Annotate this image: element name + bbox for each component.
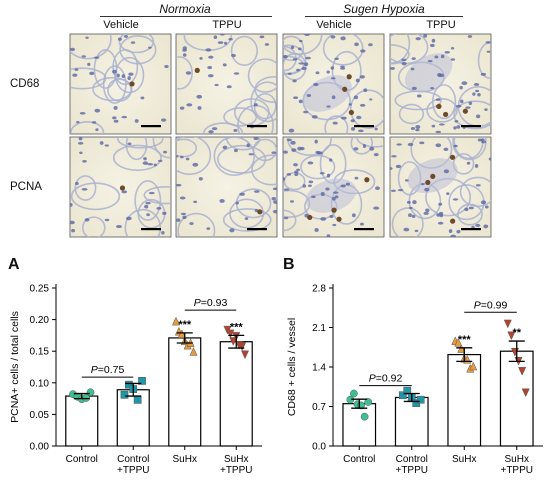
data-point xyxy=(86,388,95,397)
data-point xyxy=(503,319,512,329)
data-point xyxy=(360,412,369,421)
micrograph-cd68-0 xyxy=(69,33,172,135)
data-point xyxy=(469,361,478,371)
panel-label-a: A xyxy=(8,256,20,273)
comparison-p-value: P=0.92 xyxy=(369,373,403,385)
micrograph-cd68-1 xyxy=(175,33,278,135)
bar xyxy=(168,337,202,447)
bar xyxy=(342,403,377,447)
data-point xyxy=(133,396,142,404)
data-point xyxy=(241,350,250,360)
significance-stars: *** xyxy=(230,321,244,333)
bar xyxy=(65,395,99,447)
data-point xyxy=(507,331,516,341)
data-point xyxy=(171,316,180,326)
error-bar xyxy=(351,398,368,409)
condition-underline-normoxia xyxy=(100,16,272,17)
data-point xyxy=(125,380,133,389)
y-tick-label: 0.00 xyxy=(30,442,50,453)
y-tick-label: 0.20 xyxy=(30,315,50,326)
significance-stars: *** xyxy=(178,319,192,331)
data-point xyxy=(518,367,527,376)
x-tick-label: +TPPU xyxy=(220,465,253,476)
condition-normoxia: Normoxia xyxy=(159,2,211,16)
data-point xyxy=(416,395,425,404)
condition-sugen-hypoxia: Sugen Hypoxia xyxy=(343,2,425,16)
x-tick-label: Control xyxy=(66,454,98,465)
error-bar xyxy=(176,332,193,344)
data-point xyxy=(521,388,530,398)
x-tick-label: Control xyxy=(117,454,149,465)
data-point xyxy=(229,337,238,346)
y-axis-title: PCNA+ cells / total cells xyxy=(9,311,21,423)
data-point xyxy=(177,329,186,338)
group-label-normoxia-tppu: TPPU xyxy=(212,19,242,31)
error-bar xyxy=(73,392,90,400)
data-point xyxy=(350,389,358,398)
x-tick-label: +TPPU xyxy=(395,465,428,476)
data-point xyxy=(138,377,146,385)
data-point xyxy=(189,347,198,356)
y-tick-label: 2.1 xyxy=(312,323,326,334)
data-point xyxy=(238,342,247,351)
micrograph-pcna-3 xyxy=(389,136,492,238)
data-point xyxy=(398,391,407,400)
error-bar xyxy=(456,347,473,363)
comparison-p-value: P=0.93 xyxy=(194,297,228,309)
y-tick-label: 0.10 xyxy=(30,378,50,389)
chart-b-cd68: 0.0 0.7 1.4 2.1 2.8 CD68 + cells / vessel Cont… xyxy=(286,284,543,476)
significance-stars: ** xyxy=(512,327,521,339)
y-tick-label: 2.8 xyxy=(312,284,326,295)
y-tick-label: 0.7 xyxy=(312,402,326,413)
condition-underline-sugen-hypoxia xyxy=(305,16,463,17)
micrograph-pcna-2 xyxy=(282,136,385,238)
error-bar xyxy=(508,340,525,363)
comparison-p-value: P=0.99 xyxy=(474,299,508,311)
y-tick-label: 0.25 xyxy=(30,284,50,295)
y-tick-label: 0.05 xyxy=(30,410,50,421)
y-tick-label: 1.4 xyxy=(312,363,326,374)
comparison-p-value: P=0.75 xyxy=(91,364,125,376)
significance-stars: *** xyxy=(458,334,472,346)
x-tick-label: +TPPU xyxy=(117,465,150,476)
y-tick-label: 0.0 xyxy=(312,442,326,453)
row-label-pcna: PCNA xyxy=(10,181,42,193)
micrograph-pcna-0 xyxy=(69,136,172,238)
data-point xyxy=(120,390,129,399)
row-label-cd68: CD68 xyxy=(10,78,40,90)
bar xyxy=(394,396,429,447)
micrograph-cd68-3 xyxy=(389,33,492,135)
bar xyxy=(499,350,534,447)
x-tick-label: SuHx xyxy=(505,454,529,465)
y-axis-title: CD68 + cells / vessel xyxy=(286,318,298,416)
error-bar xyxy=(125,382,142,397)
x-tick-label: +TPPU xyxy=(500,465,533,476)
data-point xyxy=(454,337,463,347)
group-label-sugen-tppu: TPPU xyxy=(426,19,456,31)
bar xyxy=(219,341,253,447)
data-point xyxy=(226,329,235,339)
micrograph-pcna-1 xyxy=(175,136,278,238)
x-tick-label: Control xyxy=(396,454,428,465)
data-point xyxy=(403,386,412,395)
y-tick-label: 0.15 xyxy=(30,347,50,358)
x-tick-label: SuHx xyxy=(452,454,476,465)
chart-a-pcna: 0.00 0.05 0.10 0.15 0.20 0.25 PCNA+ cells / to… xyxy=(9,284,262,476)
group-label-sugen-vehicle: Vehicle xyxy=(316,19,352,31)
micrograph-cd68-2 xyxy=(282,33,385,135)
x-tick-label: Control xyxy=(343,454,375,465)
data-point xyxy=(364,398,373,406)
error-bar xyxy=(403,392,420,403)
panel-label-b: B xyxy=(283,256,295,273)
micrograph-grid xyxy=(69,33,492,238)
x-tick-label: SuHx xyxy=(173,454,197,465)
data-point xyxy=(457,344,466,353)
error-bar xyxy=(228,334,245,349)
x-tick-label: SuHx xyxy=(224,454,248,465)
group-label-normoxia-vehicle: Vehicle xyxy=(103,19,139,31)
